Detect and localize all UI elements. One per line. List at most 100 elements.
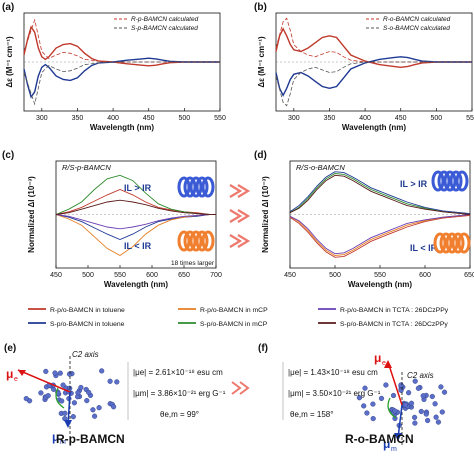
panel-e-mu-m-sub: m — [60, 439, 66, 446]
panel-f-molecule-atom — [439, 409, 445, 415]
panel-e-molecule-atom — [71, 400, 78, 406]
panel-e-mu-e-value: |μe| = 2.61×10⁻¹⁸ esu cm — [133, 368, 223, 377]
panel-f-molecule-atom — [412, 378, 418, 384]
legend-label-b: R-o-BAMCN calculated — [383, 16, 451, 23]
transition-chevron-0 — [229, 184, 251, 198]
panel-f-molecule-atom — [412, 414, 418, 421]
panel-e-mu-e-arrow — [17, 369, 71, 393]
panel-f-mu-e-value: |μe| = 1.43×10⁻¹⁸ esu cm — [288, 368, 378, 377]
panel-d-helix-blue-coil — [431, 170, 445, 192]
y-axis-label-d: Normalized ΔI (10⁻³) — [261, 176, 270, 253]
panel-f-mu-e-sub: e — [382, 360, 386, 367]
panel-f-molecule-atom — [362, 385, 368, 391]
panel-c-helix-blue — [177, 176, 215, 198]
legend-label-b: S-o-BAMCN calculated — [383, 25, 450, 32]
panel-f-mu-m-value: |μm| = 3.50×10⁻²¹ erg G⁻¹ — [288, 389, 381, 398]
panel-e-molecule-atom — [57, 370, 63, 376]
panel-e-molecule-atom — [38, 390, 44, 396]
panel-f-molecule-atom — [415, 385, 422, 391]
panel-f-molecule-atom — [402, 402, 409, 408]
panel-f-mu-e-head — [384, 360, 392, 368]
x-tick-label-b: 500 — [431, 115, 443, 122]
x-axis-label-b: Wavelength (nm) — [342, 123, 406, 132]
panel-e-molecule-atom — [23, 396, 29, 402]
panel-e-mu-m-symbol: μ — [52, 430, 59, 444]
panel-e-molecule-atom — [84, 398, 90, 404]
series-line-d-2 — [289, 214, 471, 256]
panel-e-mu-e-symbol: μ — [6, 367, 13, 381]
legend-bottom-label-1: S-p/o-BAMCN in toluene — [50, 321, 125, 328]
panel-f-molecule-atom — [361, 403, 367, 409]
x-tick-label-a: 350 — [72, 115, 84, 122]
panel-d-helix-orange-coil — [445, 232, 459, 254]
panel-e-molecule — [23, 368, 120, 422]
panel-c-helix-blue-coil — [201, 176, 215, 198]
panel-d-helix-orange-coil — [457, 232, 471, 254]
x-tick-label-c: 650 — [178, 272, 190, 279]
panel-e-mu-m-value: |μm| = 3.86×10⁻²¹ erg G⁻¹ — [133, 389, 226, 398]
panel-c-helix-blue-coil — [195, 176, 209, 198]
transition-chevron-ef — [231, 381, 250, 395]
panel-f-name: R-o-BAMCN — [345, 432, 414, 446]
panel-d-helix-blue-coil — [437, 170, 451, 192]
panel-f-molecule-atom — [370, 416, 376, 422]
panel-f-molecule-atom — [356, 395, 363, 401]
panel-e-molecule-atom — [75, 390, 81, 396]
x-tick-label-c: 700 — [210, 272, 222, 279]
series-line-d-3 — [289, 173, 471, 215]
series-line-d-1 — [289, 171, 471, 215]
legend-bottom-label-3: S-p/o-BAMCN in mCP — [200, 321, 268, 328]
series-line-b-0 — [275, 27, 472, 69]
panel-f-molecule-atom — [364, 410, 370, 416]
series-line-d-5 — [289, 174, 471, 215]
panel-e-theta-value: θe,m = 99° — [160, 410, 199, 419]
panel-f-molecule-atom — [418, 408, 424, 415]
panel-e-mu-m-arrow — [67, 391, 71, 426]
panel-e-molecule-atom — [90, 407, 96, 413]
panel-d-helix-blue-coil — [449, 170, 463, 192]
legend-label-a: S-p-BAMCN calculated — [131, 25, 198, 32]
panel-e-molecule-atom — [107, 378, 113, 384]
x-tick-label-c: 450 — [50, 272, 62, 279]
panel-c-title: R/S-p-BAMCN — [62, 163, 111, 172]
panel-d-helix-blue — [431, 170, 469, 192]
x-tick-label-d: 600 — [419, 272, 431, 279]
panel-e-molecule-atom — [86, 389, 92, 396]
panel-f-molecule-atom — [378, 395, 385, 402]
panel-f-molecule-atom — [383, 382, 389, 388]
panel-e-molecule-atom — [70, 414, 76, 420]
series-line-a-1 — [23, 57, 220, 99]
panel-f-molecule-atom — [392, 408, 398, 414]
panel-d-title: R/S-o-BAMCN — [296, 163, 345, 172]
series-line-c-4 — [55, 214, 216, 230]
panel-f-molecule-atom — [425, 417, 431, 424]
x-tick-label-b: 300 — [288, 115, 300, 122]
x-tick-label-d: 550 — [374, 272, 386, 279]
panel-d-helix-orange-coil — [439, 232, 453, 254]
panel-d-helix-blue-coil — [455, 170, 469, 192]
panel-e-molecule-atom — [52, 370, 58, 376]
x-axis-label-a: Wavelength (nm) — [90, 123, 154, 132]
series-line-c-0 — [55, 189, 216, 215]
panel-f-c2-axis: C2 axis — [407, 371, 434, 380]
x-tick-label-a: 550 — [214, 115, 226, 122]
panel-letter-a: (a) — [2, 2, 14, 13]
legend-bottom-label-4: R-p/o-BAMCN in TCTA : 26DCzPPy — [340, 307, 449, 314]
panel-f-molecule-atom — [441, 389, 448, 395]
panel-d-intensity-lt: IL < IR — [410, 243, 438, 253]
legend-bottom-label-2: R-p/o-BAMCN in mCP — [200, 307, 268, 314]
panel-letter-d: (d) — [254, 150, 267, 161]
panel-f-theta-value: θe,m = 158° — [290, 410, 334, 419]
panel-e-molecule-atom — [91, 413, 98, 419]
x-tick-label-d: 650 — [464, 272, 474, 279]
legend-bottom-label-5: S-p/o-BAMCN in TCTA : 26DCzPPy — [340, 321, 448, 328]
series-line-d-4 — [289, 214, 471, 255]
panel-f-molecule-atom — [412, 420, 418, 426]
x-tick-label-a: 400 — [107, 115, 119, 122]
panel-e-molecule-atom — [78, 384, 84, 391]
panel-c-helix-orange — [177, 230, 215, 252]
series-line-b-3 — [275, 61, 472, 107]
panel-f-molecule-atom — [398, 387, 404, 393]
series-line-b-2 — [275, 17, 472, 63]
